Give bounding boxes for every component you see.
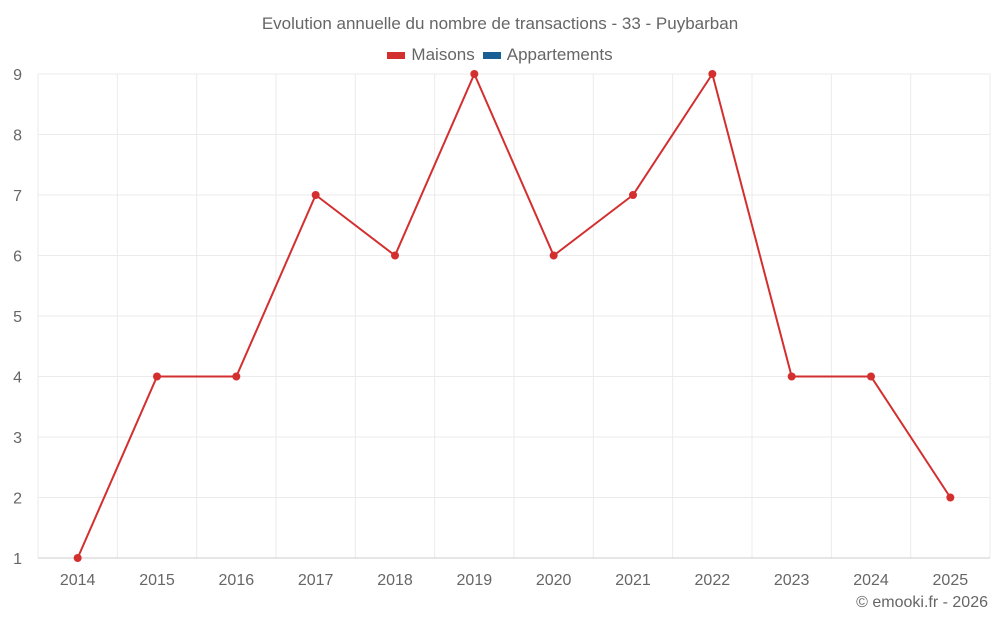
legend-swatch-maisons bbox=[387, 51, 406, 59]
y-tick-label: 4 bbox=[13, 370, 22, 387]
x-tick-label: 2018 bbox=[377, 572, 413, 589]
y-tick-label: 6 bbox=[13, 249, 22, 266]
data-point[interactable] bbox=[867, 372, 875, 381]
y-tick-label: 1 bbox=[13, 551, 22, 568]
data-point[interactable] bbox=[787, 372, 796, 381]
y-tick-label: 9 bbox=[13, 67, 22, 84]
x-tick-label: 2014 bbox=[60, 572, 96, 589]
y-tick-label: 3 bbox=[13, 430, 22, 447]
y-tick-label: 2 bbox=[13, 491, 22, 508]
data-point[interactable] bbox=[73, 554, 82, 562]
data-point[interactable] bbox=[470, 70, 479, 78]
x-tick-label: 2020 bbox=[536, 572, 572, 589]
data-point[interactable] bbox=[391, 251, 399, 260]
axes: 1 2 3 4 5 6 7 8 9 2014 2015 2016 2017 2018 2019 2020 202… bbox=[13, 67, 990, 589]
x-tick-label: 2016 bbox=[219, 572, 255, 589]
x-tick-label: 2017 bbox=[298, 572, 334, 589]
series-line-maisons bbox=[76, 73, 952, 559]
legend-item-appartements[interactable]: Appartements bbox=[482, 45, 613, 65]
y-tick-label: 7 bbox=[13, 188, 22, 205]
data-point[interactable] bbox=[311, 191, 320, 199]
x-tick-label: 2015 bbox=[139, 572, 175, 589]
grid-lines bbox=[37, 73, 991, 559]
x-tick-label: 2025 bbox=[933, 572, 969, 589]
x-tick-label: 2022 bbox=[695, 572, 731, 589]
x-tick-label: 2023 bbox=[774, 572, 810, 589]
data-point[interactable] bbox=[629, 191, 637, 199]
x-tick-label: 2019 bbox=[457, 572, 493, 589]
data-point[interactable] bbox=[549, 251, 558, 260]
chart-legend: Maisons Appartements bbox=[0, 45, 1000, 65]
data-point[interactable] bbox=[946, 493, 955, 502]
y-tick-label: 8 bbox=[13, 128, 22, 145]
footer-credit: © emooki.fr - 2026 bbox=[856, 594, 988, 611]
data-point[interactable] bbox=[232, 372, 241, 381]
x-tick-label: 2024 bbox=[853, 572, 889, 589]
series-layer bbox=[73, 70, 955, 562]
legend-label-maisons: Maisons bbox=[411, 45, 475, 64]
legend-item-maisons[interactable]: Maisons bbox=[387, 45, 475, 65]
legend-label-appartements: Appartements bbox=[506, 45, 613, 64]
x-tick-label: 2021 bbox=[615, 572, 651, 589]
chart-title: Evolution annuelle du nombre de transact… bbox=[261, 14, 739, 33]
data-point[interactable] bbox=[153, 372, 161, 381]
legend-swatch-appartements bbox=[482, 51, 501, 59]
y-tick-label: 5 bbox=[13, 309, 22, 326]
data-point[interactable] bbox=[708, 70, 717, 78]
